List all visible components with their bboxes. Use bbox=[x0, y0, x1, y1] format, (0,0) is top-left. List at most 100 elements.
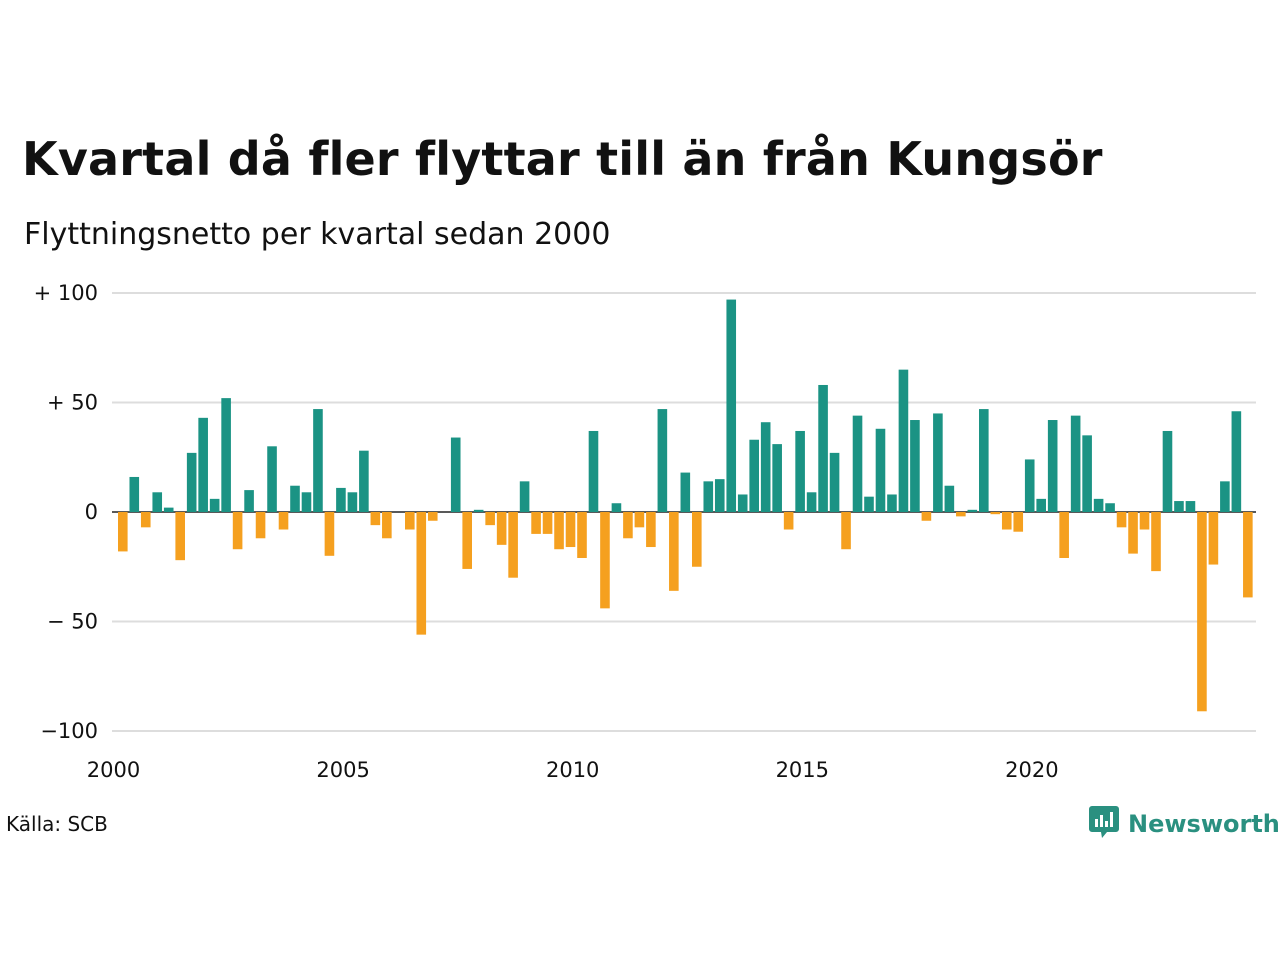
y-tick-label: − 50 bbox=[47, 610, 98, 634]
bar bbox=[600, 512, 610, 609]
bar bbox=[118, 512, 128, 552]
bar bbox=[405, 512, 415, 530]
bar bbox=[244, 490, 254, 512]
bar bbox=[910, 420, 920, 512]
bar bbox=[577, 512, 587, 558]
bar bbox=[760, 422, 771, 512]
bar bbox=[1082, 435, 1092, 512]
bar bbox=[313, 409, 323, 512]
bar bbox=[519, 481, 530, 512]
x-tick-label: 2005 bbox=[316, 758, 369, 782]
bar bbox=[829, 452, 840, 512]
source-label: Källa: SCB bbox=[6, 812, 108, 836]
bar bbox=[933, 413, 943, 512]
bar bbox=[1220, 481, 1230, 512]
bar bbox=[967, 509, 978, 512]
bar bbox=[1243, 512, 1253, 598]
y-tick-label: + 50 bbox=[47, 391, 98, 415]
bar bbox=[714, 479, 725, 512]
bar bbox=[623, 512, 633, 539]
bar bbox=[1093, 498, 1104, 512]
bar bbox=[508, 512, 518, 578]
bar bbox=[163, 507, 174, 512]
bar bbox=[485, 512, 495, 526]
bar bbox=[990, 512, 1001, 515]
bar bbox=[749, 439, 759, 512]
bar bbox=[359, 450, 369, 512]
x-tick-label: 2020 bbox=[1005, 758, 1058, 782]
bar bbox=[152, 492, 163, 512]
bar bbox=[1197, 512, 1207, 712]
brand-logo: Newsworthy bbox=[1088, 804, 1280, 844]
brand-name: Newsworthy bbox=[1128, 810, 1280, 838]
bar bbox=[634, 512, 645, 528]
bar bbox=[692, 512, 702, 567]
bar bbox=[944, 485, 955, 512]
bar bbox=[1116, 512, 1127, 528]
bar bbox=[198, 417, 208, 512]
bar bbox=[290, 485, 300, 512]
bar bbox=[1001, 512, 1012, 530]
bar bbox=[324, 512, 335, 556]
bar bbox=[657, 409, 668, 512]
bar bbox=[795, 430, 805, 512]
bar bbox=[1070, 415, 1081, 512]
x-tick-label: 2000 bbox=[87, 758, 140, 782]
bar bbox=[841, 512, 851, 550]
bar bbox=[611, 503, 622, 512]
x-tick-label: 2010 bbox=[546, 758, 599, 782]
bar bbox=[1013, 512, 1024, 532]
bar bbox=[267, 446, 277, 512]
bar bbox=[542, 512, 553, 534]
bar bbox=[783, 512, 794, 530]
bar bbox=[221, 398, 231, 512]
y-tick-label: 0 bbox=[85, 500, 98, 524]
bar bbox=[1151, 512, 1161, 572]
bar bbox=[726, 299, 737, 512]
bar bbox=[1024, 459, 1035, 512]
bars bbox=[118, 299, 1253, 712]
bar bbox=[1128, 512, 1138, 554]
bar bbox=[462, 512, 472, 569]
bar bbox=[129, 476, 140, 512]
bar bbox=[852, 415, 863, 512]
bar bbox=[772, 444, 782, 512]
bar bbox=[680, 472, 691, 512]
bar bbox=[898, 369, 909, 512]
bar bbox=[1208, 512, 1219, 565]
bar bbox=[1162, 430, 1173, 512]
bar bbox=[473, 509, 484, 512]
bar bbox=[209, 498, 220, 512]
bar bbox=[370, 512, 381, 526]
bar bbox=[1036, 498, 1046, 512]
bar bbox=[1231, 411, 1242, 512]
bar bbox=[416, 512, 427, 635]
bar bbox=[175, 512, 185, 561]
chart-title: Kvartal då fler flyttar till än från Kun… bbox=[22, 132, 1103, 186]
bar bbox=[703, 481, 714, 512]
x-tick-label: 2015 bbox=[776, 758, 829, 782]
chart-subtitle: Flyttningsnetto per kvartal sedan 2000 bbox=[24, 217, 611, 252]
bar bbox=[531, 512, 541, 534]
bar bbox=[336, 487, 346, 512]
bar bbox=[646, 512, 656, 548]
bar bbox=[1105, 503, 1115, 512]
bar bbox=[1174, 501, 1184, 512]
bar bbox=[186, 452, 197, 512]
bar bbox=[427, 512, 438, 521]
bar bbox=[347, 492, 358, 512]
bar bbox=[1139, 512, 1150, 530]
bar bbox=[921, 512, 932, 521]
bar bbox=[278, 512, 289, 530]
bar bbox=[301, 492, 312, 512]
bar bbox=[1059, 512, 1069, 558]
y-tick-label: −100 bbox=[40, 719, 98, 743]
bar bbox=[979, 409, 989, 512]
bar bbox=[1047, 420, 1058, 512]
y-tick-labels: + 100 + 50 0 − 50 −100 bbox=[34, 281, 98, 743]
bar bbox=[565, 512, 576, 548]
bar bbox=[887, 494, 897, 512]
newsworthy-logo-icon bbox=[1088, 804, 1120, 844]
bar bbox=[588, 430, 599, 512]
bar bbox=[864, 496, 874, 512]
